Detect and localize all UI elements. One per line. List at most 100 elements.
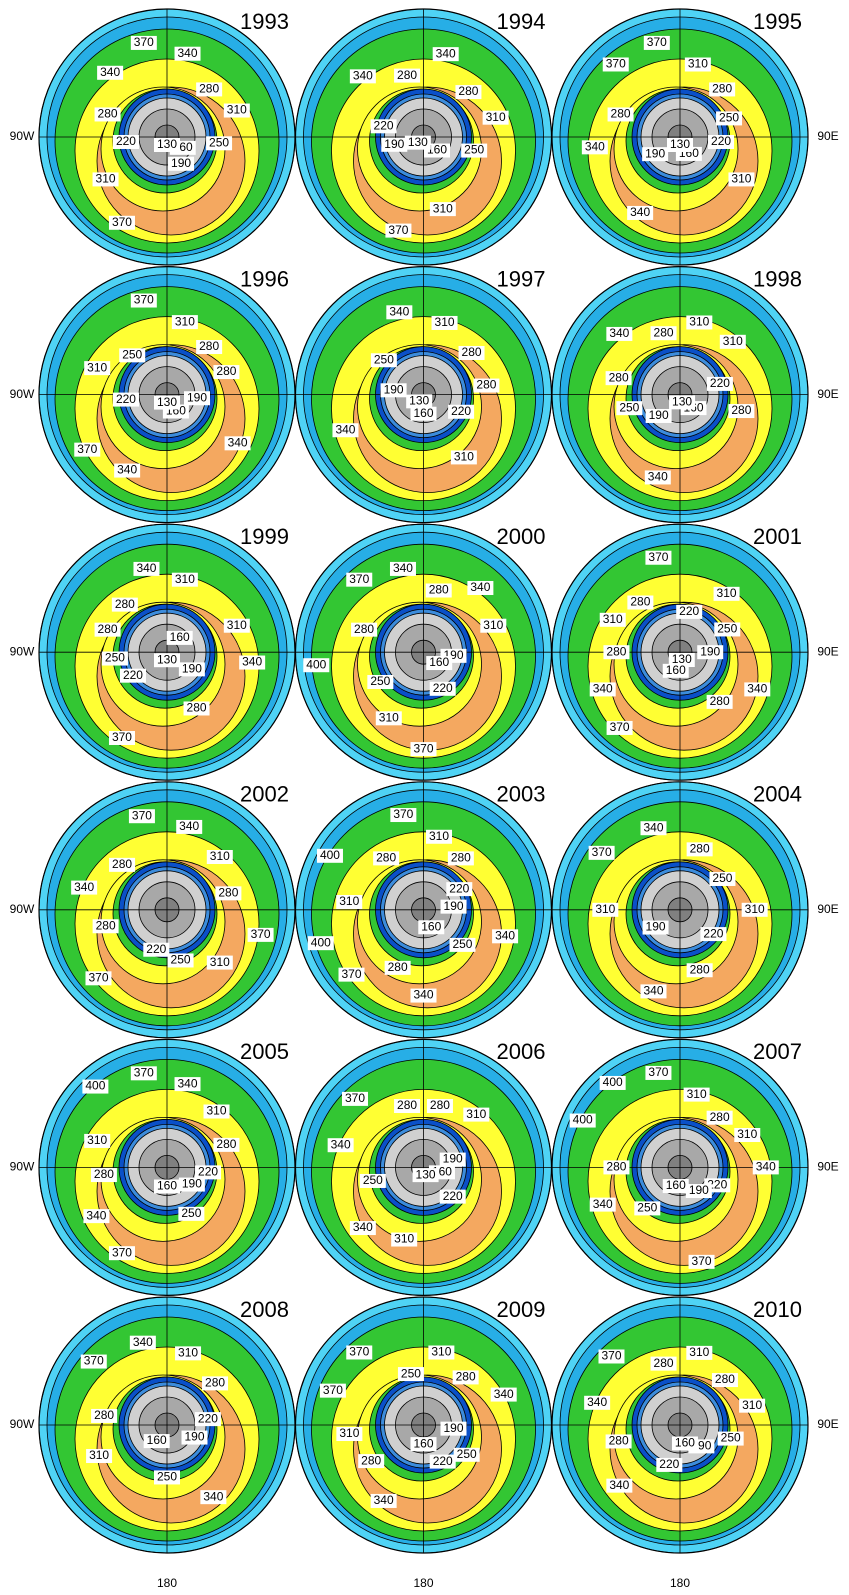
contour-label: 340 <box>747 682 767 696</box>
contour-label: 280 <box>456 1370 476 1384</box>
contour-label: 340 <box>593 682 613 696</box>
contour-label: 190 <box>444 899 464 913</box>
contour-label: 340 <box>436 46 456 60</box>
year: 1996 <box>240 266 289 291</box>
contour-label: 310 <box>486 110 506 124</box>
year: 2001 <box>753 524 802 549</box>
contour-label: 220 <box>116 392 136 406</box>
contour-label: 130 <box>157 137 177 151</box>
contour-label: 370 <box>341 967 361 981</box>
contour-label: 310 <box>595 902 615 916</box>
contour-label: 190 <box>171 156 191 170</box>
contour-label: 250 <box>209 135 229 149</box>
contour-label: 280 <box>712 82 732 96</box>
contour-label: 250 <box>712 871 732 885</box>
contour-label: 340 <box>133 1335 153 1349</box>
contour-label: 220 <box>711 134 731 148</box>
contour-label: 130 <box>409 394 429 408</box>
contour-label: 280 <box>94 1167 114 1181</box>
contour-label: 280 <box>609 1434 629 1448</box>
contour-label: 280 <box>216 1137 236 1151</box>
year: 1997 <box>497 266 546 291</box>
contour-label: 400 <box>603 1075 623 1089</box>
contour-label: 310 <box>175 314 195 328</box>
contour-label: 280 <box>205 1376 225 1390</box>
contour-label: 310 <box>433 201 453 215</box>
contour-label: 370 <box>692 1254 712 1268</box>
contour-label: 310 <box>483 618 503 632</box>
axis-label: 180 <box>157 1576 177 1590</box>
polar-map: 1999310160310340190280130370220250280280… <box>39 524 295 780</box>
contour-label: 340 <box>389 304 409 318</box>
contour-label: 250 <box>719 111 739 125</box>
contour-label: 340 <box>136 561 156 575</box>
contour-label: 190 <box>646 920 666 934</box>
contour-label: 280 <box>654 325 674 339</box>
axis-label: 180 <box>670 1576 690 1590</box>
contour-label: 160 <box>413 1436 433 1450</box>
polar-map: 2008310280220190340250160310280370340 <box>39 1297 295 1553</box>
contour-label: 220 <box>146 942 166 956</box>
contour-label: 160 <box>429 655 449 669</box>
contour-label: 280 <box>476 378 496 392</box>
contour-label: 280 <box>710 1110 730 1124</box>
contour-label: 340 <box>609 326 629 340</box>
contour-label: 340 <box>242 655 262 669</box>
contour-label: 280 <box>96 918 116 932</box>
axis-label: 90E <box>817 902 838 916</box>
contour-label: 280 <box>199 339 219 353</box>
contour-label: 280 <box>218 886 238 900</box>
contour-label: 340 <box>178 46 198 60</box>
contour-label: 340 <box>609 1478 629 1492</box>
contour-label: 310 <box>737 1127 757 1141</box>
axis-label: 90E <box>817 129 838 143</box>
year: 2007 <box>753 1039 802 1064</box>
contour-label: 250 <box>717 622 737 636</box>
contour-label: 340 <box>470 580 490 594</box>
contour-label: 310 <box>96 172 116 186</box>
contour-label: 280 <box>388 960 408 974</box>
axis-label: 90W <box>10 1160 35 1174</box>
year: 2008 <box>240 1297 289 1322</box>
contour-label: 280 <box>710 694 730 708</box>
polar-map: 2003310280220190340250160340280370400310… <box>296 782 552 1038</box>
contour-label: 370 <box>112 730 132 744</box>
year: 2005 <box>240 1039 289 1064</box>
contour-label: 310 <box>688 57 708 71</box>
contour-label: 280 <box>94 1408 114 1422</box>
contour-label: 310 <box>731 172 751 186</box>
contour-label: 220 <box>198 1411 218 1425</box>
contour-label: 190 <box>384 137 404 151</box>
year: 2009 <box>497 1297 546 1322</box>
contour-label: 130 <box>157 395 177 409</box>
contour-label: 250 <box>122 348 142 362</box>
polar-map: 2007310280310340220190370160250340280400… <box>552 1039 808 1295</box>
contour-label: 340 <box>331 1137 351 1151</box>
contour-label: 370 <box>601 1349 621 1363</box>
contour-label: 370 <box>648 550 668 564</box>
contour-label: 340 <box>86 1208 106 1222</box>
contour-label: 220 <box>659 1457 679 1471</box>
contour-label: 340 <box>353 1220 373 1234</box>
contour-label: 310 <box>339 1426 359 1440</box>
contour-label: 370 <box>84 1354 104 1368</box>
contour-label: 400 <box>306 657 326 671</box>
polar-map: 2001220310250190340280130160370340280310… <box>552 524 808 780</box>
contour-label: 340 <box>228 435 248 449</box>
contour-label: 280 <box>715 1372 735 1386</box>
contour-label: 370 <box>393 807 413 821</box>
year: 1999 <box>240 524 289 549</box>
contour-label: 340 <box>648 470 668 484</box>
contour-label: 370 <box>647 35 667 49</box>
contour-label: 310 <box>454 450 474 464</box>
polar-map: 1998310310220280160130340190250280340280 <box>552 266 808 522</box>
contour-label: 370 <box>112 1245 132 1259</box>
contour-label: 370 <box>323 1383 343 1397</box>
contour-label: 370 <box>88 970 108 984</box>
contour-label: 250 <box>171 953 191 967</box>
contour-label: 220 <box>449 881 469 895</box>
contour-label: 190 <box>689 1183 709 1197</box>
contour-label: 310 <box>745 902 765 916</box>
contour-label: 190 <box>645 146 665 160</box>
